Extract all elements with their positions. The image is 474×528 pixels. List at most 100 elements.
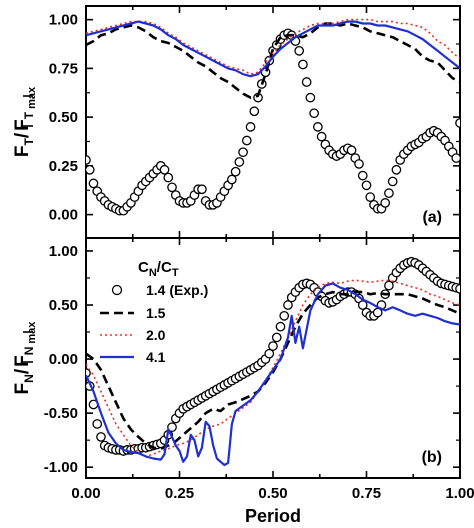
- series-line: [86, 20, 460, 78]
- series-line: [86, 22, 460, 99]
- label-part: F: [12, 119, 33, 131]
- series-circles: [86, 28, 460, 216]
- series-circles: [86, 256, 460, 456]
- data-point: [380, 198, 391, 208]
- label-part: F: [12, 146, 33, 158]
- legend: CN/CT1.4 (Exp.)1.52.04.1: [100, 259, 208, 365]
- data-point: [354, 159, 364, 169]
- panel-tag: (a): [422, 209, 442, 226]
- data-point: [384, 280, 394, 291]
- data-point: [451, 153, 460, 163]
- panel-a: 0.00 0.25 0.50 0.75 1.00 FT/FTmax (a): [12, 5, 461, 239]
- y-tick-label: 0.00: [49, 351, 78, 368]
- series-solid: [86, 282, 460, 467]
- data-point: [305, 92, 316, 103]
- data-point: [88, 178, 99, 189]
- data-point: [264, 348, 275, 359]
- series-dashed: [86, 22, 460, 99]
- series-dotted: [86, 279, 460, 458]
- legend-marker: [111, 284, 123, 296]
- x-axis-title: Period: [245, 506, 301, 526]
- data-point: [197, 184, 207, 195]
- series-dashed: [86, 290, 460, 451]
- y-tick-label: -1.00: [44, 459, 78, 476]
- data-point: [298, 59, 308, 70]
- data-point: [455, 283, 460, 294]
- data-point: [238, 147, 248, 158]
- data-point: [357, 300, 368, 310]
- label-part: N: [149, 267, 157, 279]
- series-solid: [86, 20, 460, 78]
- data-point: [245, 122, 256, 132]
- x-tick-label: 1.00: [445, 485, 474, 502]
- data-point: [294, 45, 305, 56]
- data-point: [167, 182, 177, 193]
- series-dotted: [86, 18, 460, 75]
- series-line: [86, 18, 460, 75]
- y-axis-title: FT/FTmax: [12, 86, 38, 157]
- label-part: /: [12, 368, 33, 374]
- data-point: [275, 321, 286, 332]
- label-part: C: [138, 259, 149, 276]
- label-part: F: [12, 383, 33, 395]
- data-point: [241, 135, 252, 146]
- label-part: /: [12, 132, 33, 138]
- label-part: N: [22, 347, 36, 356]
- data-point: [301, 77, 312, 87]
- y-tick-label: 0.75: [49, 60, 78, 77]
- data-point: [279, 310, 290, 321]
- series-line: [86, 290, 460, 451]
- y-tick-label: 1.00: [49, 12, 78, 29]
- data-point: [346, 145, 357, 156]
- data-point: [391, 164, 402, 175]
- series-line: [86, 282, 460, 467]
- data-point: [268, 341, 278, 351]
- data-point: [365, 192, 376, 202]
- legend-title: CN/CT: [138, 259, 179, 279]
- data-point: [86, 164, 95, 175]
- label-part: F: [12, 355, 33, 367]
- panel-b: -1.00 -0.50 0.00 0.50 1.00 0.00 0.25 0.50 0.75 1.…: [12, 237, 474, 502]
- label-part: T: [172, 267, 179, 279]
- data-point: [249, 106, 260, 117]
- data-point: [271, 332, 282, 343]
- label-part: max: [26, 86, 38, 109]
- label-part: C: [161, 259, 172, 276]
- data-point: [387, 176, 398, 187]
- data-point: [283, 300, 293, 310]
- data-point: [384, 188, 394, 199]
- data-point: [455, 118, 460, 128]
- y-tick-label: -0.50: [44, 405, 78, 422]
- label-part: N: [22, 374, 36, 383]
- data-point: [234, 157, 245, 167]
- legend-entry-label: 2.0: [146, 327, 166, 343]
- y-tick-label: 0.25: [49, 158, 78, 175]
- data-point: [86, 155, 91, 165]
- x-tick-label: 0.00: [71, 485, 100, 502]
- data-point: [313, 122, 323, 132]
- data-point: [316, 131, 327, 142]
- legend-entry-label: 1.5: [146, 305, 166, 321]
- legend-entry-label: 1.4 (Exp.): [146, 282, 208, 298]
- y-tick-label: 0.50: [49, 297, 78, 314]
- data-point: [96, 432, 106, 442]
- data-point: [361, 180, 372, 191]
- y-tick-label: 0.00: [49, 207, 78, 224]
- data-point: [227, 174, 237, 185]
- legend-entry-label: 4.1: [146, 349, 166, 365]
- data-point: [309, 108, 319, 119]
- y-tick-label: 0.50: [49, 109, 78, 126]
- x-tick-label: 0.75: [352, 485, 381, 502]
- plot-frame: [85, 5, 461, 239]
- x-tick-label: 0.50: [258, 485, 287, 502]
- panel-tag: (b): [422, 449, 442, 466]
- data-point: [159, 164, 170, 175]
- series-line: [86, 279, 460, 458]
- label-part: T: [22, 138, 36, 146]
- data-point: [357, 170, 368, 181]
- x-tick-label: 0.25: [165, 485, 194, 502]
- data-point: [163, 172, 174, 183]
- label-part: /: [157, 259, 162, 276]
- data-point: [92, 419, 103, 429]
